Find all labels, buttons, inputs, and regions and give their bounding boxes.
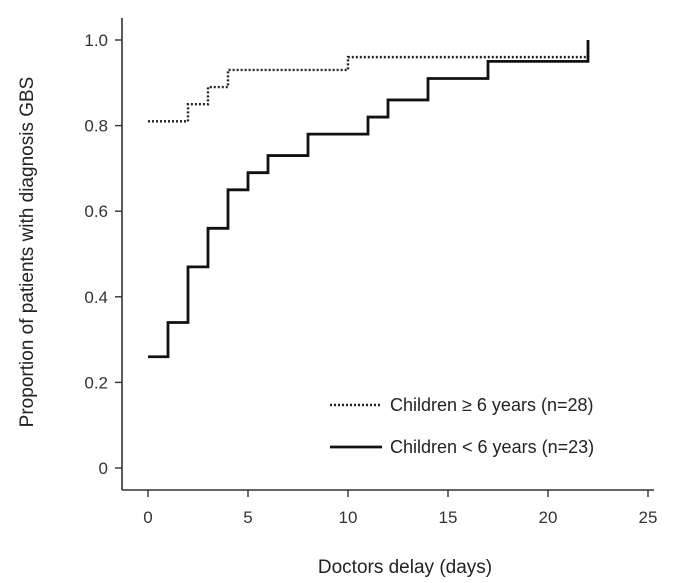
x-tick-label: 0 <box>143 508 152 527</box>
y-tick-label: 0.2 <box>84 373 108 392</box>
series-line-younger <box>148 40 590 359</box>
x-axis-title: Doctors delay (days) <box>318 557 492 578</box>
y-tick-label: 1.0 <box>84 31 108 50</box>
x-tick-label: 10 <box>339 508 358 527</box>
ticks: 0 5 10 15 20 25 0 0.2 0.4 0.6 0.8 1.0 <box>84 31 657 527</box>
y-axis-title: Proportion of patients with diagnosis GB… <box>17 77 38 428</box>
legend-label: Children < 6 years (n=23) <box>390 437 594 457</box>
series-group <box>148 40 590 359</box>
x-tick-label: 20 <box>539 508 558 527</box>
y-tick-label: 0 <box>99 459 108 478</box>
x-tick-label: 25 <box>639 508 658 527</box>
y-tick-label: 0.8 <box>84 117 108 136</box>
y-tick-label: 0.4 <box>84 288 108 307</box>
x-tick-label: 15 <box>439 508 458 527</box>
axes <box>121 18 654 491</box>
y-tick-label: 0.6 <box>84 202 108 221</box>
series-line-older <box>148 40 590 123</box>
legend-label: Children ≥ 6 years (n=28) <box>390 395 593 415</box>
x-tick-label: 5 <box>243 508 252 527</box>
legend: Children ≥ 6 years (n=28) Children < 6 ye… <box>330 395 594 457</box>
